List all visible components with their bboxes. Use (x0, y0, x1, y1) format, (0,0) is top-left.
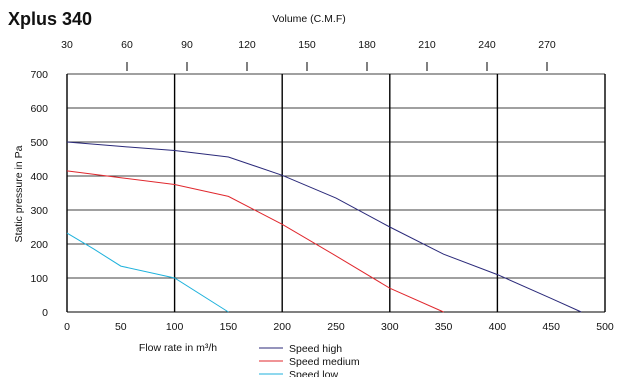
y-tick-label-400: 400 (30, 171, 48, 183)
y-tick-label-100: 100 (30, 273, 48, 285)
legend-label-speed-high: Speed high (289, 343, 342, 355)
series-line-speed-medium (66, 170, 444, 313)
series-line-speed-high (66, 141, 582, 313)
x-tick-label-200: 200 (273, 321, 291, 333)
series-layer (66, 141, 582, 313)
x-tick-label-450: 450 (542, 321, 560, 333)
legend-label-speed-medium: Speed medium (289, 356, 360, 368)
x-tick-label-400: 400 (489, 321, 507, 333)
x2-tick-label-180: 180 (358, 39, 376, 51)
x2-tick-label-150: 150 (298, 39, 316, 51)
x2-tick-label-60: 60 (121, 39, 133, 51)
x-axis-title: Flow rate in m³/h (139, 342, 217, 354)
y-tick-label-200: 200 (30, 239, 48, 251)
y-tick-label-600: 600 (30, 103, 48, 115)
series-line-speed-low (66, 232, 229, 313)
y-axis-title: Static pressure in Pa (13, 145, 25, 242)
y-tick-label-700: 700 (30, 69, 48, 81)
x2-tick-label-210: 210 (418, 39, 436, 51)
x2-tick-label-90: 90 (181, 39, 193, 51)
x2-tick-label-270: 270 (538, 39, 556, 51)
x-tick-label-50: 50 (115, 321, 127, 333)
legend-label-speed-low: Speed low (289, 369, 338, 377)
chart-title: Xplus 340 (8, 9, 92, 29)
y-tick-label-300: 300 (30, 205, 48, 217)
y-tick-label-500: 500 (30, 137, 48, 149)
x2-tick-label-120: 120 (238, 39, 256, 51)
grid (66, 62, 606, 313)
x-tick-label-350: 350 (435, 321, 453, 333)
x2-axis-title: Volume (C.M.F) (272, 13, 346, 25)
x-tick-label-0: 0 (64, 321, 70, 333)
x-tick-label-250: 250 (327, 321, 345, 333)
x2-tick-label-240: 240 (478, 39, 496, 51)
x-tick-label-500: 500 (596, 321, 614, 333)
x-tick-label-100: 100 (166, 321, 184, 333)
tick-labels: 0 100 200 300 400 500 600 700 0 50 100 150 200 250 300… (30, 39, 613, 333)
x-tick-label-300: 300 (381, 321, 399, 333)
x-tick-label-150: 150 (220, 321, 238, 333)
x2-tick-label-30: 30 (61, 39, 73, 51)
y-tick-label-0: 0 (42, 307, 48, 319)
